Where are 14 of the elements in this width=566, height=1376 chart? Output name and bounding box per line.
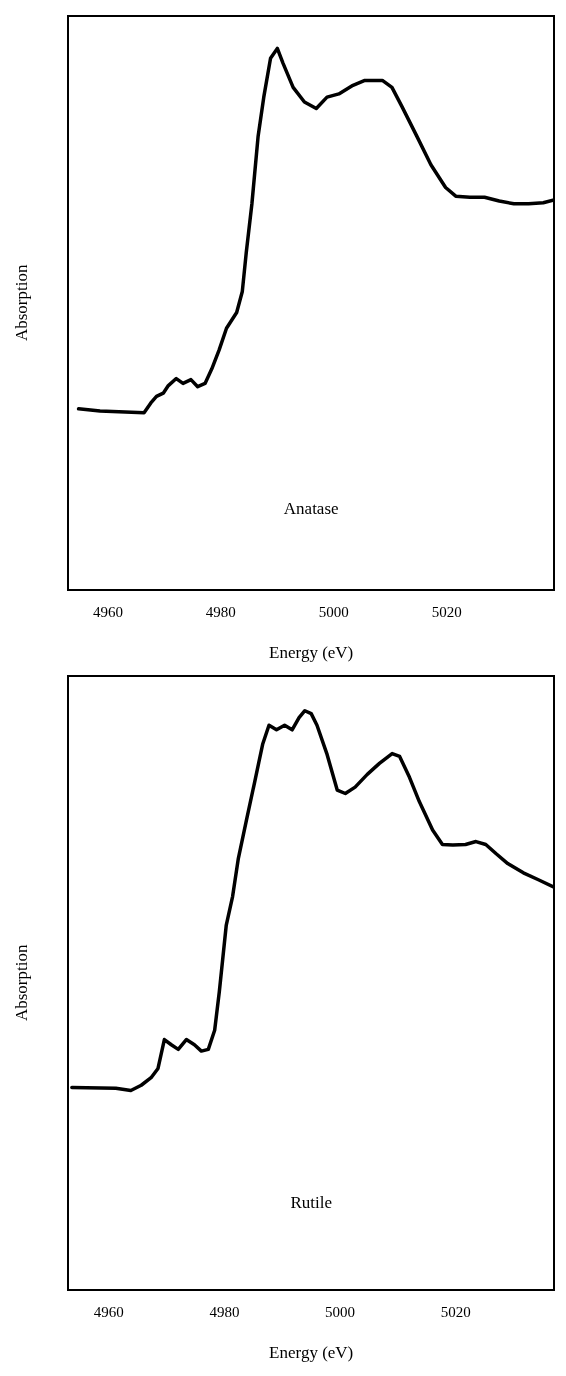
y-axis-title: Absorption [11, 264, 31, 342]
annotation: Rutile [290, 1193, 332, 1213]
x-tick-label: 5020 [431, 603, 462, 620]
x-tick-label: 4980 [209, 1303, 240, 1320]
x-axis-title: Energy (eV) [269, 643, 354, 663]
x-tick-label: 4960 [93, 1303, 124, 1320]
x-tick-label: 5020 [440, 1303, 471, 1320]
x-tick-label: 4960 [92, 603, 123, 620]
annotation: Anatase [283, 498, 339, 518]
x-axis-title: Energy (eV) [269, 1343, 354, 1363]
x-tick-label: 5000 [325, 1303, 356, 1320]
x-tick-label: 5000 [318, 603, 349, 620]
y-axis-title: Absorption [11, 944, 31, 1022]
x-tick-label: 4980 [205, 603, 236, 620]
